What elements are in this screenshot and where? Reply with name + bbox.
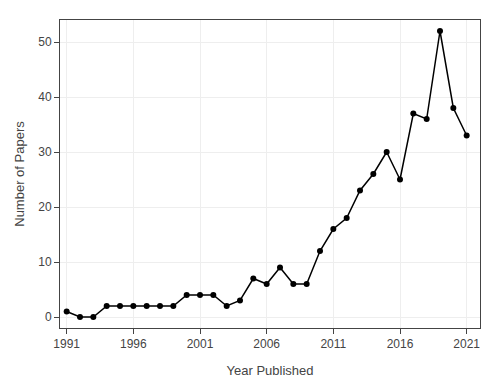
svg-text:2016: 2016 xyxy=(387,337,414,351)
svg-text:2001: 2001 xyxy=(187,337,214,351)
svg-text:Year Published: Year Published xyxy=(227,363,314,378)
svg-text:20: 20 xyxy=(38,200,52,214)
svg-text:2021: 2021 xyxy=(453,337,480,351)
svg-text:1991: 1991 xyxy=(53,337,80,351)
svg-text:2006: 2006 xyxy=(253,337,280,351)
svg-text:2011: 2011 xyxy=(320,337,346,351)
svg-text:1996: 1996 xyxy=(120,337,147,351)
svg-text:40: 40 xyxy=(38,90,52,104)
svg-text:10: 10 xyxy=(38,255,52,269)
svg-text:Number of Papers: Number of Papers xyxy=(12,121,27,227)
svg-text:50: 50 xyxy=(38,35,52,49)
svg-text:0: 0 xyxy=(45,310,52,324)
svg-text:30: 30 xyxy=(38,145,52,159)
